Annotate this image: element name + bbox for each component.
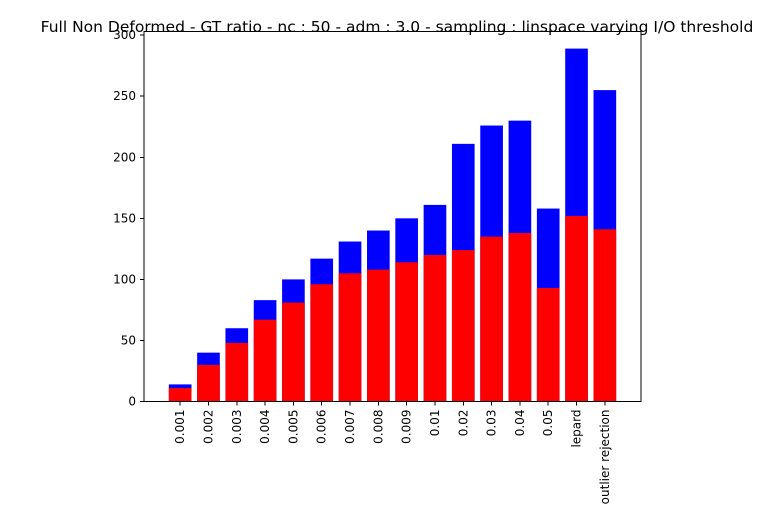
- y-axis: 0 50 100 150 200 250 300: [113, 28, 144, 409]
- chart-title: Full Non Deformed - GT ratio - nc : 50 -…: [41, 18, 754, 36]
- bar-red-11: [480, 236, 503, 402]
- x-tick-label: 0.006: [315, 410, 329, 444]
- x-tick-label: 0.01: [428, 410, 442, 437]
- bar-red-8: [395, 262, 418, 402]
- bar-red-10: [451, 250, 475, 402]
- y-tick-label: 0: [128, 395, 136, 409]
- x-tick-label: 0.001: [173, 410, 187, 444]
- x-tick-label: 0.02: [456, 410, 470, 437]
- x-tick-label: 0.007: [343, 410, 357, 444]
- bar-red-6: [338, 273, 362, 402]
- x-tick-label: 0.004: [258, 410, 272, 444]
- y-tick-label: 300: [113, 28, 136, 42]
- plot-frame: [143, 31, 642, 402]
- x-axis: 0.001 0.002 0.003 0.004 0.005 0.006 0.007 0.008…: [173, 401, 612, 505]
- bar-red-4: [282, 302, 305, 402]
- y-tick-label: 200: [113, 150, 136, 164]
- x-tick-label: outlier rejection: [598, 410, 612, 505]
- bars-layer: [168, 48, 617, 402]
- y-tick-label: 150: [113, 211, 136, 225]
- bar-red-9: [423, 254, 447, 402]
- bar-red-14: [565, 215, 588, 402]
- x-tick-label: 0.005: [286, 410, 300, 444]
- x-tick-label: lepard: [570, 410, 584, 448]
- y-tick-label: 50: [121, 333, 136, 347]
- bar-red-3: [253, 319, 277, 402]
- x-tick-label: 0.002: [201, 410, 215, 444]
- x-tick-label: 0.03: [485, 410, 499, 437]
- y-tick-label: 250: [113, 89, 136, 103]
- x-tick-label: 0.05: [541, 410, 555, 437]
- bar-red-12: [508, 232, 532, 402]
- bar-red-2: [225, 342, 249, 402]
- bar-red-7: [367, 269, 390, 402]
- x-tick-label: 0.009: [400, 410, 414, 444]
- x-tick-label: 0.04: [513, 410, 527, 437]
- bar-red-15: [593, 229, 617, 402]
- bar-red-0: [168, 388, 192, 402]
- bar-red-1: [197, 364, 220, 402]
- y-tick-label: 100: [113, 272, 136, 286]
- x-tick-label: 0.003: [230, 410, 244, 444]
- bar-red-13: [536, 287, 560, 402]
- bar-red-5: [310, 284, 334, 402]
- x-tick-label: 0.008: [371, 410, 385, 444]
